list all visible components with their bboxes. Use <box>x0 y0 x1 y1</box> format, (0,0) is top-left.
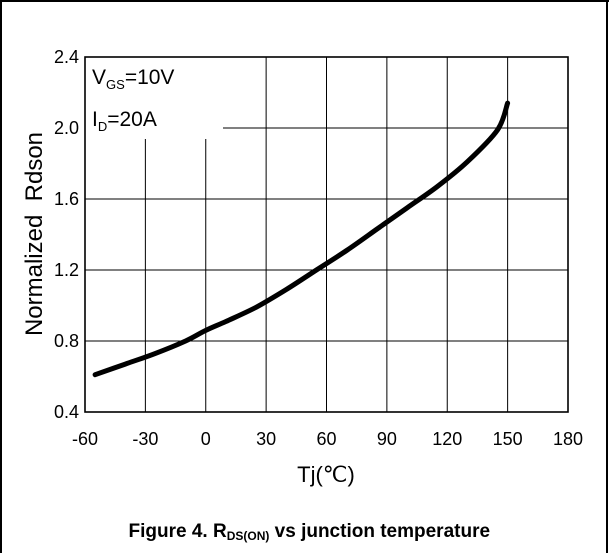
annotation-id-rest: =20A <box>107 108 157 131</box>
series-line-layer <box>92 100 511 378</box>
x-tick-label: 30 <box>256 429 276 449</box>
annotation-id-sub: D <box>98 119 107 134</box>
x-tick-label: 0 <box>201 429 211 449</box>
series-line <box>92 100 511 378</box>
figure-caption: Figure 4. RDS(ON) vs junction temperatur… <box>102 521 506 543</box>
grid-lines <box>85 57 568 412</box>
x-tick-label: -60 <box>72 429 98 449</box>
y-tick-label: 1.2 <box>54 260 79 280</box>
x-tick-label: 120 <box>432 429 462 449</box>
y-axis-label: Normalized Rdson <box>21 132 48 336</box>
annotation-vgs-sub: GS <box>106 77 125 92</box>
caption-suffix: vs junction temperature <box>269 521 490 542</box>
x-tick-label: 60 <box>316 429 336 449</box>
annotation-vgs-main: V <box>92 66 106 89</box>
x-tick-label: 150 <box>493 429 523 449</box>
caption-prefix: Figure 4. R <box>129 521 227 542</box>
y-tick-label: 0.8 <box>54 331 79 351</box>
annotation-vgs: VGS=10V <box>92 66 174 92</box>
x-tick-label: 90 <box>377 429 397 449</box>
y-tick-label: 1.6 <box>54 189 79 209</box>
annotation-background <box>85 57 223 139</box>
y-tick-labels: 0.4 0.8 1.2 1.6 2.0 2.4 <box>54 47 79 422</box>
caption-subscript: DS(ON) <box>227 529 270 543</box>
x-tick-label: -30 <box>132 429 158 449</box>
annotation-vgs-rest: =10V <box>125 66 175 89</box>
y-tick-label: 2.0 <box>54 118 79 138</box>
plot-border <box>84 56 569 413</box>
annotation-id-main: I <box>92 108 98 131</box>
x-tick-label: 180 <box>553 429 583 449</box>
y-tick-label: 2.4 <box>54 47 79 67</box>
annotation-id: ID=20A <box>92 108 157 134</box>
x-tick-labels: -60 -30 0 30 60 90 120 150 180 <box>72 429 583 449</box>
x-axis-label: Tj(℃) <box>297 462 355 487</box>
y-tick-label: 0.4 <box>54 402 79 422</box>
